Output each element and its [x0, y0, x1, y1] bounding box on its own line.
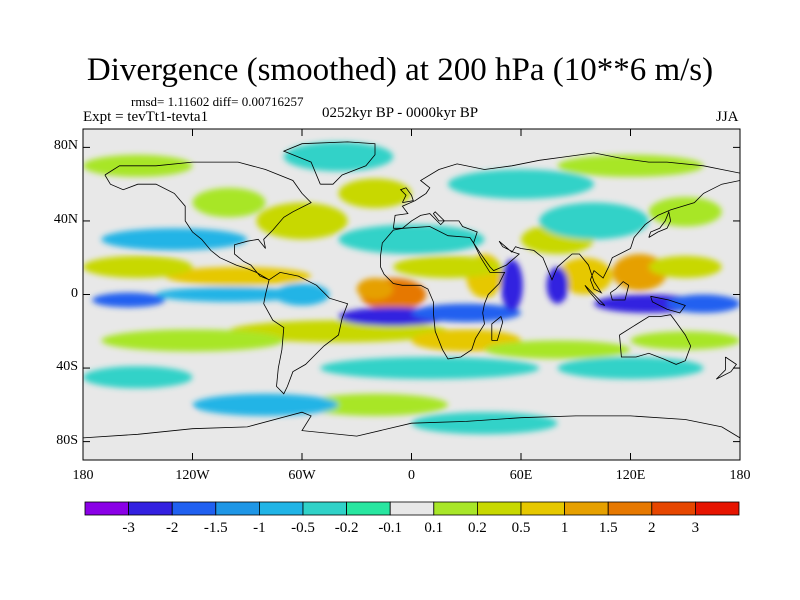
y-tick-label: 80S — [56, 432, 78, 448]
colorbar-label: -1.5 — [203, 520, 228, 536]
anomaly-region — [156, 287, 302, 302]
y-tick-label: 0 — [71, 285, 78, 301]
x-tick-label: 60W — [288, 468, 316, 483]
anomaly-region — [101, 228, 248, 251]
coastline-new-guinea — [650, 295, 686, 314]
x-tick-label: 120W — [175, 468, 210, 483]
map-title: Divergence (smoothed) at 200 hPa (10**6 … — [86, 52, 714, 88]
anomaly-region — [557, 393, 704, 416]
coastline-japan — [648, 210, 672, 238]
anomaly-region — [192, 187, 266, 218]
anomaly-region — [557, 154, 704, 177]
colorbar-swatch — [84, 501, 129, 516]
anomaly-region — [500, 259, 523, 312]
colorbar-label: 0.2 — [468, 520, 487, 536]
anomaly-region — [630, 331, 740, 350]
anomaly-region — [448, 169, 594, 199]
coastline-australia — [619, 314, 692, 365]
colorbar-label: 1.5 — [598, 520, 618, 536]
colorbar-label: 3 — [691, 520, 700, 536]
anomaly-region — [484, 340, 631, 359]
anomaly-region — [539, 202, 649, 240]
colorbar-label: -0.2 — [334, 520, 359, 536]
colorbar-swatch — [564, 501, 609, 516]
colorbar-label: -1 — [253, 520, 266, 536]
coastline-antarctica — [83, 411, 740, 439]
colorbar — [84, 501, 740, 516]
coastline-british-isles — [399, 187, 414, 203]
anomaly-region — [557, 357, 704, 380]
colorbar-swatch — [346, 501, 391, 516]
coastline-greenland — [282, 141, 376, 185]
colorbar-swatch — [651, 501, 696, 516]
anomaly-region — [302, 393, 448, 416]
anomaly-region — [83, 402, 193, 426]
axis-ticks — [82, 129, 741, 460]
anomaly-region — [411, 303, 521, 323]
coastline-north-america — [104, 161, 312, 281]
colorbar-label: 0.5 — [511, 520, 531, 536]
anomaly-region — [338, 224, 485, 255]
coastline-borneo — [610, 281, 630, 301]
y-tick-label: 40S — [56, 359, 78, 375]
y-tick-label: 80N — [53, 138, 78, 154]
coastline-eurasia — [392, 152, 740, 294]
colorbar-label: 0.1 — [424, 520, 444, 536]
anomaly-region — [165, 266, 312, 286]
colorbar-swatch — [389, 501, 435, 516]
anomaly-region — [393, 255, 503, 278]
colorbar-swatch — [302, 501, 347, 516]
colorbar-swatch — [476, 501, 522, 516]
colorbar-label: 2 — [648, 520, 656, 536]
experiment-label: Expt = tevTt1-tevta1 — [83, 109, 209, 125]
coastline-south-america — [263, 271, 349, 395]
colorbar-label: -3 — [122, 520, 135, 536]
x-tick-label: 120E — [615, 468, 646, 483]
x-tick-label: 180 — [729, 468, 751, 483]
anomaly-region — [338, 178, 412, 209]
colorbar-swatch — [520, 501, 565, 516]
stats-text: rmsd= 1.11602 diff= 0.00716257 — [131, 94, 304, 109]
anomaly-region — [256, 202, 348, 240]
colorbar-swatch — [695, 501, 740, 516]
anomaly-region — [101, 329, 284, 352]
x-tick-label: 0 — [408, 468, 415, 483]
anomaly-region — [411, 412, 558, 435]
anomaly-region — [320, 357, 540, 380]
colorbar-swatch — [433, 501, 478, 516]
anomaly-region — [667, 294, 740, 313]
anomaly-region — [648, 255, 722, 278]
colorbar-label: 1 — [560, 520, 569, 536]
anomaly-region — [557, 257, 613, 295]
y-tick-label: 40N — [53, 211, 78, 227]
coastlines — [83, 141, 740, 439]
anomaly-region — [546, 266, 569, 304]
anomaly-region — [356, 277, 394, 301]
coastline-africa — [380, 226, 506, 360]
season-label: JJA — [716, 109, 739, 125]
coastline-new-zealand — [716, 356, 737, 380]
x-tick-label: 180 — [72, 468, 94, 483]
colorbar-swatch — [215, 501, 260, 516]
period-label: 0252kyr BP - 0000kyr BP — [322, 105, 479, 121]
coastline-sumatra — [584, 285, 606, 306]
colorbar-swatch — [607, 501, 653, 516]
anomaly-region — [192, 393, 339, 416]
anomaly-region — [92, 292, 166, 308]
anomaly-region — [648, 197, 722, 227]
colorbar-label: -0.5 — [291, 520, 315, 536]
colorbar-label: -2 — [165, 520, 179, 536]
anomaly-region — [83, 366, 193, 389]
anomaly-region — [83, 255, 193, 278]
colorbar-label: -0.1 — [378, 520, 403, 536]
colorbar-swatch — [171, 501, 217, 516]
anomaly-region — [283, 141, 394, 172]
x-tick-label: 60E — [509, 468, 533, 483]
colorbar-swatch — [258, 501, 304, 516]
coastline-madagascar — [491, 315, 504, 341]
colorbar-swatch — [128, 501, 173, 516]
